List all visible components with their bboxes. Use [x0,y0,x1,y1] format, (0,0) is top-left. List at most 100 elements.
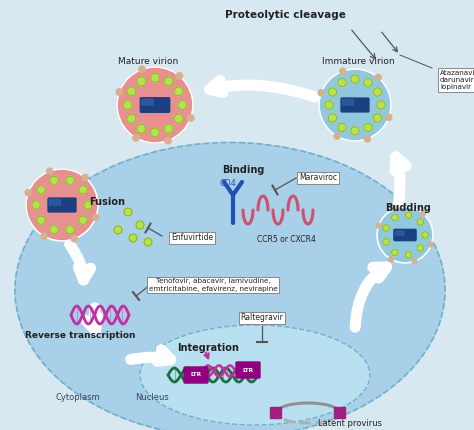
FancyBboxPatch shape [341,98,369,112]
Circle shape [79,216,87,224]
Text: LTR: LTR [191,372,201,378]
Circle shape [392,249,398,256]
Circle shape [174,87,183,96]
Text: CD4: CD4 [219,178,237,187]
Circle shape [164,77,173,86]
Circle shape [93,214,99,220]
Circle shape [377,101,385,109]
Circle shape [124,208,132,216]
Circle shape [82,174,88,181]
Circle shape [383,239,389,245]
Circle shape [383,225,389,231]
Circle shape [37,186,45,194]
Circle shape [139,66,145,73]
Text: Maraviroc: Maraviroc [299,173,337,182]
FancyBboxPatch shape [271,408,282,418]
Circle shape [338,78,346,87]
Text: CCR5 or CXCR4: CCR5 or CXCR4 [256,236,315,245]
Circle shape [123,101,132,109]
Circle shape [25,190,31,196]
Circle shape [174,114,183,123]
FancyBboxPatch shape [343,100,354,105]
Circle shape [151,73,159,82]
Circle shape [79,186,87,194]
Circle shape [318,89,324,96]
FancyBboxPatch shape [142,99,153,105]
Circle shape [340,68,346,74]
Circle shape [133,135,139,141]
Ellipse shape [15,142,445,430]
Circle shape [114,226,122,234]
Text: Raltegravir: Raltegravir [241,313,283,322]
FancyBboxPatch shape [395,231,404,235]
Text: Reverse transcription: Reverse transcription [25,332,135,341]
Circle shape [351,127,359,135]
Circle shape [405,212,412,218]
Text: Atazanavir,
darunavir,
lopinavir: Atazanavir, darunavir, lopinavir [440,70,474,90]
Text: Tenofovir, abacavir, lamivudine,
emtricitabine, efavirenz, nevirapine: Tenofovir, abacavir, lamivudine, emtrici… [149,279,277,292]
Circle shape [164,124,173,133]
Circle shape [412,259,417,264]
Circle shape [420,211,425,216]
Circle shape [26,169,98,241]
Circle shape [338,123,346,132]
Circle shape [137,124,146,133]
Circle shape [374,88,382,96]
Circle shape [325,101,333,109]
Circle shape [328,88,337,96]
Text: Budding: Budding [385,203,431,213]
Circle shape [71,236,77,242]
Circle shape [151,128,159,137]
Circle shape [364,78,372,87]
Circle shape [127,87,136,96]
Circle shape [422,232,428,238]
Circle shape [319,69,391,141]
Circle shape [328,114,337,122]
FancyBboxPatch shape [184,367,208,383]
Circle shape [429,242,434,247]
Circle shape [50,176,58,184]
Circle shape [374,114,382,122]
Text: Enfuvirtide: Enfuvirtide [171,233,213,243]
FancyBboxPatch shape [50,200,60,205]
Circle shape [66,176,74,184]
Circle shape [165,138,171,144]
Circle shape [66,225,74,234]
FancyBboxPatch shape [236,362,260,378]
Text: Proteolytic cleavage: Proteolytic cleavage [225,10,346,20]
Circle shape [405,252,412,258]
Circle shape [50,225,58,234]
Text: Latent provirus: Latent provirus [318,418,382,427]
Circle shape [144,238,152,246]
Circle shape [46,168,53,174]
Circle shape [116,89,122,95]
Circle shape [41,233,47,239]
Circle shape [386,114,392,120]
Text: Binding: Binding [222,165,264,175]
Circle shape [137,77,146,86]
Circle shape [377,207,433,263]
FancyBboxPatch shape [48,198,76,212]
Circle shape [364,123,372,132]
Circle shape [334,133,340,139]
Circle shape [188,115,194,121]
Circle shape [389,257,393,261]
Circle shape [117,67,193,143]
Circle shape [393,206,398,211]
Circle shape [129,234,137,242]
Circle shape [376,223,381,228]
Text: Nucleus: Nucleus [135,393,169,402]
Circle shape [364,136,370,142]
Text: Integration: Integration [177,343,239,353]
Text: Cytoplasm: Cytoplasm [55,393,100,402]
Circle shape [84,201,92,209]
Text: LTR: LTR [242,368,254,372]
Circle shape [136,221,144,229]
Circle shape [417,219,424,225]
Text: Immature virion: Immature virion [322,58,394,67]
Circle shape [351,75,359,83]
Circle shape [375,74,381,80]
Circle shape [37,216,45,224]
Circle shape [392,214,398,221]
FancyBboxPatch shape [335,408,346,418]
